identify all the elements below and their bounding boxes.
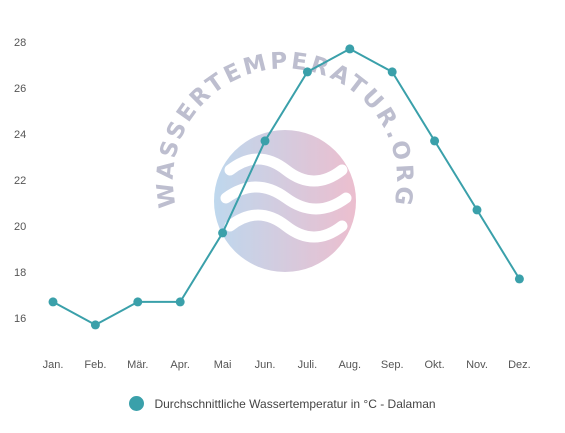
x-tick-label: Nov.	[466, 359, 488, 371]
y-tick-label: 16	[14, 313, 26, 325]
x-tick-label: Aug.	[338, 359, 361, 371]
data-point[interactable]	[302, 67, 312, 77]
data-point[interactable]	[472, 205, 482, 215]
y-tick-label: 24	[14, 129, 26, 141]
data-point[interactable]	[514, 274, 524, 284]
x-tick-label: Mai	[214, 359, 232, 371]
watermark: WASSERTEMPERATUR.ORG	[152, 48, 414, 272]
data-point[interactable]	[260, 136, 270, 146]
data-point[interactable]	[218, 228, 228, 238]
x-tick-label: Feb.	[84, 359, 106, 371]
line-chart: WASSERTEMPERATUR.ORG 16 18 20 22 24 26 28 Jan.…	[14, 37, 531, 371]
x-tick-label: Mär.	[127, 359, 148, 371]
legend-marker	[129, 396, 145, 411]
data-point[interactable]	[175, 297, 185, 307]
data-point[interactable]	[345, 44, 355, 54]
y-tick-label: 20	[14, 221, 26, 233]
data-point[interactable]	[430, 136, 440, 146]
y-tick-label: 22	[14, 175, 26, 187]
x-tick-label: Okt.	[425, 359, 445, 371]
series-water-temperature	[48, 44, 524, 330]
data-point[interactable]	[48, 297, 58, 307]
y-tick-label: 26	[14, 83, 26, 95]
data-point[interactable]	[133, 297, 143, 307]
x-tick-label: Apr.	[170, 359, 190, 371]
x-tick-label: Jun.	[255, 359, 276, 371]
legend[interactable]: Durchschnittliche Wassertemperatur in °C…	[0, 396, 565, 411]
x-tick-label: Juli.	[298, 359, 318, 371]
data-point[interactable]	[90, 320, 100, 330]
y-tick-label: 18	[14, 267, 26, 279]
data-point[interactable]	[387, 67, 397, 77]
x-tick-label: Sep.	[381, 359, 404, 371]
x-tick-label: Jan.	[43, 359, 64, 371]
series-line	[52, 47, 521, 327]
x-axis: Jan. Feb. Mär. Apr. Mai Jun. Juli. Aug. Sep. Okt.…	[43, 359, 531, 371]
y-axis: 16 18 20 22 24 26 28	[14, 37, 26, 325]
y-tick-label: 28	[14, 37, 26, 49]
legend-label: Durchschnittliche Wassertemperatur in °C…	[154, 396, 436, 411]
x-tick-label: Dez.	[508, 359, 531, 371]
